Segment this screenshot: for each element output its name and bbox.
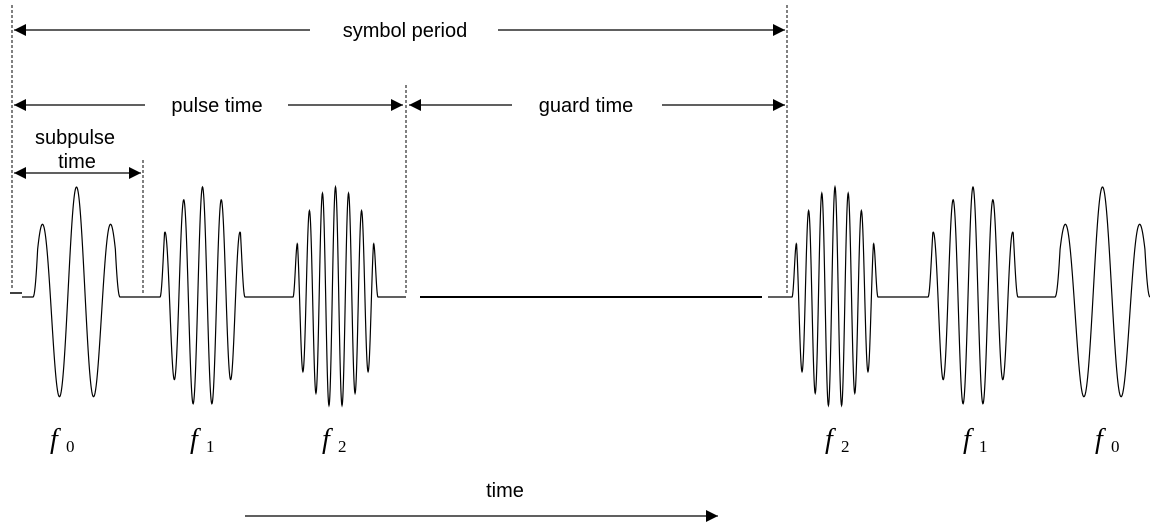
dashed-lines xyxy=(11,5,788,295)
frequency-subscript: 2 xyxy=(338,437,347,456)
frequency-subscript: 2 xyxy=(841,437,850,456)
arrows: symbol period pulse time guard time subp… xyxy=(14,20,785,522)
symbol-period-label: symbol period xyxy=(343,20,468,42)
frequency-subscript: 0 xyxy=(66,437,75,456)
frequency-label: f xyxy=(1095,424,1106,455)
frequency-label: f xyxy=(50,424,61,455)
waveform xyxy=(768,184,1150,408)
frequency-label: f xyxy=(322,424,333,455)
waveforms xyxy=(22,184,1150,408)
frequency-subscript: 1 xyxy=(979,437,988,456)
guard-time-label: guard time xyxy=(539,95,634,117)
frequency-subscript: 0 xyxy=(1111,437,1120,456)
pulse-time-label: pulse time xyxy=(171,95,262,117)
frequency-label: f xyxy=(190,424,201,455)
subpulse-label: subpulse xyxy=(35,127,115,149)
frequency-label: f xyxy=(825,424,836,455)
frequency-subscript: 1 xyxy=(206,437,215,456)
subpulse-label: time xyxy=(58,151,96,173)
frequency-label: f xyxy=(963,424,974,455)
time-label: time xyxy=(486,480,524,502)
waveform xyxy=(22,184,406,408)
